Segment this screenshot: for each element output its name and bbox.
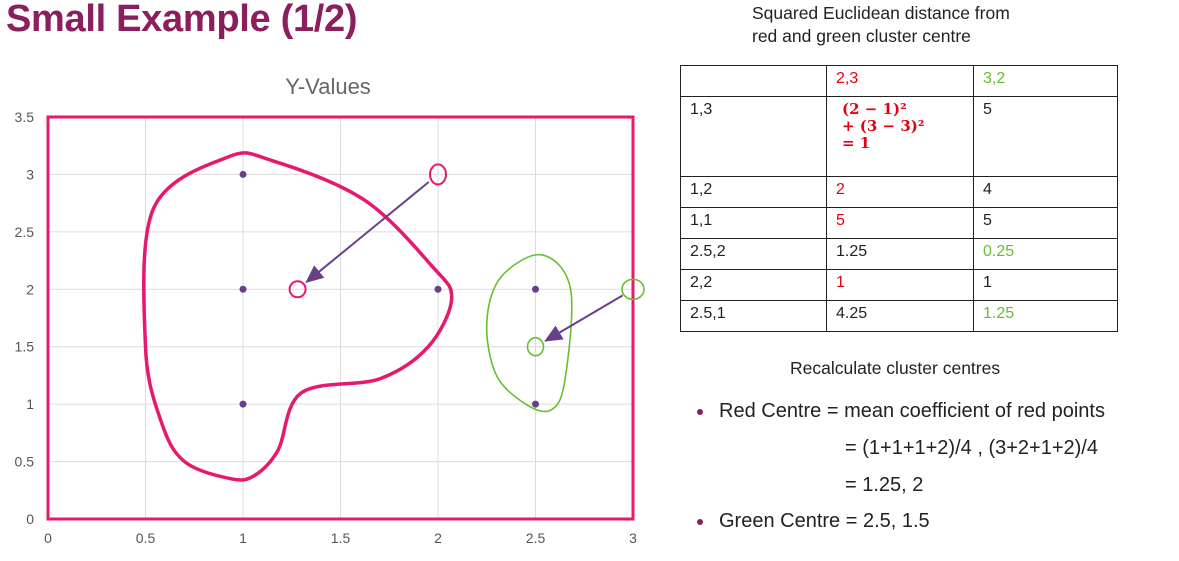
x-tick-label: 2.5 <box>526 530 546 546</box>
cell-red: 2 <box>826 176 974 208</box>
cell-green: 1.25 <box>973 300 1118 332</box>
green-cluster-outline <box>485 253 573 413</box>
cell-point: 1,2 <box>680 176 827 208</box>
y-tick-label: 1.5 <box>15 339 35 355</box>
y-tick-label: 2 <box>26 281 34 297</box>
y-tick-label: 0.5 <box>15 454 35 470</box>
cell-red: 4.25 <box>826 300 974 332</box>
table-header-row: 2,3 3,2 <box>680 65 1118 97</box>
red-centre-calc-line: = (1+1+1+2)/4 , (3+2+1+2)/4 <box>845 437 1098 459</box>
plot-frame <box>46 115 635 521</box>
slide-title: Small Example (1/2) <box>6 0 358 40</box>
chart-gridlines <box>47 116 634 520</box>
chart-tick-labels: 0 0.5 1 1.5 2 2.5 3 0 0.5 1 1.5 2 2.5 3 3.5 <box>15 109 638 546</box>
hand-drawn-annotations <box>141 151 645 482</box>
formula-line: + (3 − 3)² <box>842 117 925 135</box>
cell-green: 4 <box>973 176 1118 208</box>
formula-line: (2 − 1)² <box>842 100 907 118</box>
cell-green: 5 <box>973 96 1118 177</box>
y-tick-label: 0 <box>26 511 34 527</box>
formula-block: (2 − 1)² + (3 − 3)² = 1 <box>836 101 964 152</box>
header-cell-green-centre: 3,2 <box>973 65 1118 97</box>
y-tick-label: 1 <box>26 396 34 412</box>
red-centre-arrow <box>305 181 430 283</box>
cell-point: 1,3 <box>680 96 827 177</box>
scatter-chart: Y-Values 0 0.5 1 1.5 2 2.5 3 0 0.5 1 1.5 2 2.5 3 3.5 <box>15 74 645 546</box>
cell-red: 1 <box>826 269 974 301</box>
green-centre-arrow <box>544 294 624 342</box>
y-tick-label: 3 <box>26 166 34 182</box>
cell-point: 2.5,2 <box>680 238 827 270</box>
y-tick-label: 3.5 <box>15 109 35 125</box>
distance-table: 2,3 3,2 1,3 (2 − 1)² + (3 − 3)² = 1 5 1,… <box>680 65 1118 332</box>
red-cluster-outline <box>141 151 454 482</box>
table-row: 1,1 5 5 <box>680 207 1118 239</box>
cell-green: 0.25 <box>973 238 1118 270</box>
chart-axes <box>46 115 635 521</box>
cell-red-formula: (2 − 1)² + (3 − 3)² = 1 <box>826 96 974 177</box>
bullet-icon <box>697 409 703 415</box>
x-tick-label: 2 <box>434 530 442 546</box>
header-cell-empty <box>680 65 827 97</box>
table-heading-line2: red and green cluster centre <box>752 26 971 46</box>
data-point <box>532 285 539 293</box>
x-tick-label: 3 <box>629 530 637 546</box>
red-centre-result-line: = 1.25, 2 <box>845 474 924 496</box>
cell-point: 2,2 <box>680 269 827 301</box>
table-row: 1,3 (2 − 1)² + (3 − 3)² = 1 5 <box>680 96 1118 177</box>
chart-title: Y-Values <box>285 74 371 99</box>
table-heading-line1: Squared Euclidean distance from <box>752 3 1010 23</box>
cell-point: 1,1 <box>680 207 827 239</box>
cell-point: 2.5,1 <box>680 300 827 332</box>
table-heading: Squared Euclidean distance from red and … <box>752 2 1132 48</box>
green-initial-centre-marker <box>621 278 645 301</box>
red-centre-line: Red Centre = mean coefficient of red poi… <box>719 400 1105 422</box>
x-tick-label: 1.5 <box>331 530 351 546</box>
table-row: 2,2 1 1 <box>680 269 1118 301</box>
data-point <box>434 285 442 293</box>
cell-green: 1 <box>973 269 1118 301</box>
table-row: 2.5,1 4.25 1.25 <box>680 300 1118 332</box>
x-tick-label: 1 <box>239 530 247 546</box>
green-centre-line: Green Centre = 2.5, 1.5 <box>719 510 930 532</box>
green-new-centre-marker <box>526 336 545 357</box>
data-point <box>239 170 247 178</box>
table-row: 2.5,2 1.25 0.25 <box>680 238 1118 270</box>
bullet-icon <box>697 519 703 525</box>
header-cell-red-centre: 2,3 <box>826 65 974 97</box>
cell-green: 5 <box>973 207 1118 239</box>
formula-line: = 1 <box>842 134 871 152</box>
recalc-heading: Recalculate cluster centres <box>790 358 1001 378</box>
data-point <box>239 285 247 293</box>
data-point <box>532 400 539 408</box>
cell-red: 1.25 <box>826 238 974 270</box>
y-tick-label: 2.5 <box>15 224 35 240</box>
x-tick-label: 0.5 <box>136 530 156 546</box>
chart-points <box>239 170 539 408</box>
red-initial-centre-marker <box>429 163 447 186</box>
x-tick-label: 0 <box>44 530 52 546</box>
red-new-centre-marker <box>288 280 307 299</box>
table-row: 1,2 2 4 <box>680 176 1118 208</box>
cell-red: 5 <box>826 207 974 239</box>
data-point <box>239 400 247 408</box>
